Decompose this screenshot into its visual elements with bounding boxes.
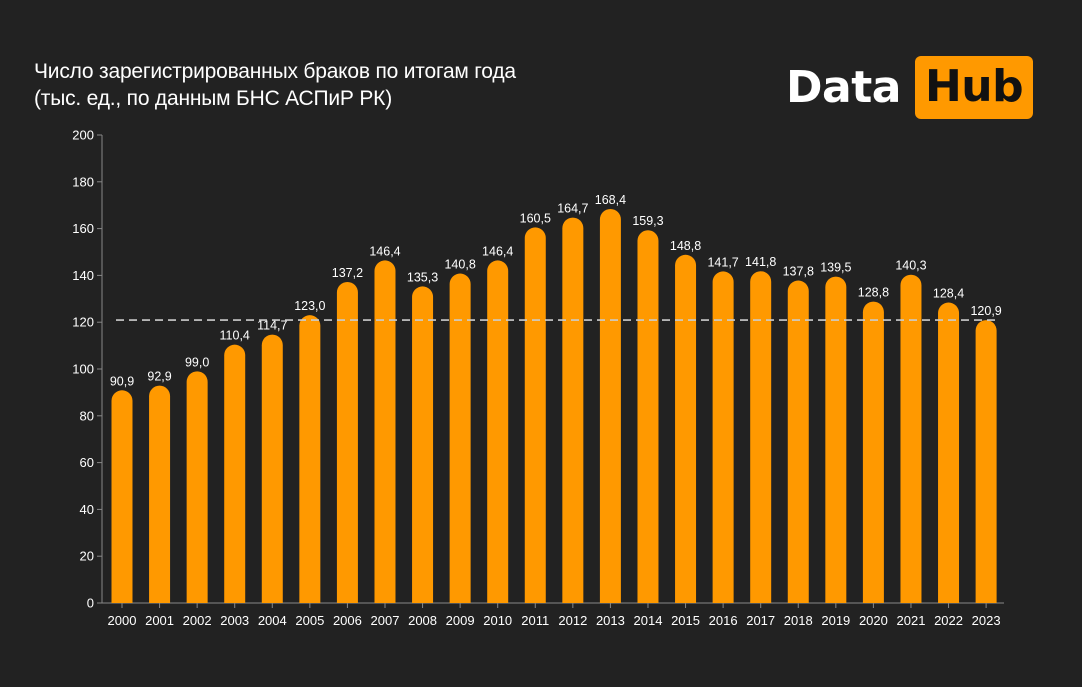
x-tick-label-2016: 2016	[709, 613, 738, 628]
bar-2014	[637, 230, 659, 603]
logo-text-hub: Hub	[914, 55, 1034, 119]
y-tick-label: 60	[80, 455, 94, 470]
chart-title-line2: (тыс. ед., по данным БНС АСПиР РК)	[34, 87, 392, 110]
data-label-2008: 135,3	[407, 270, 438, 284]
data-label-2015: 148,8	[670, 239, 701, 253]
bar-2010	[487, 260, 509, 603]
bar-2012	[562, 217, 584, 604]
x-tick-label-2021: 2021	[897, 613, 926, 628]
bar-2006	[336, 281, 358, 603]
bar-2003	[224, 344, 246, 603]
x-tick-label-2020: 2020	[859, 613, 888, 628]
bar-2016	[712, 271, 734, 603]
y-tick-label: 140	[72, 268, 94, 283]
bar-2004	[261, 334, 283, 603]
x-tick-label-2015: 2015	[671, 613, 700, 628]
x-tick-label-2009: 2009	[446, 613, 475, 628]
bar-2002	[186, 371, 208, 603]
data-label-2021: 140,3	[895, 259, 926, 273]
data-label-2004: 114,7	[257, 319, 287, 333]
data-label-2016: 141,7	[707, 255, 738, 269]
bar-2019	[825, 276, 847, 603]
y-tick-label: 120	[72, 315, 94, 330]
y-tick-label: 100	[72, 362, 94, 377]
y-tick-label: 0	[87, 596, 94, 611]
data-label-2018: 137,8	[783, 265, 814, 279]
bar-2000	[111, 390, 133, 603]
chart-title: Число зарегистрированных браков по итога…	[34, 58, 516, 112]
data-label-2017: 141,8	[745, 255, 776, 269]
y-tick-label: 160	[72, 221, 94, 236]
y-tick-label: 180	[72, 174, 94, 189]
x-tick-label-2006: 2006	[333, 613, 362, 628]
data-label-2003: 110,4	[220, 329, 250, 343]
x-tick-label-2014: 2014	[634, 613, 663, 628]
x-tick-label-2019: 2019	[821, 613, 850, 628]
bar-2011	[524, 227, 546, 603]
x-tick-label-2011: 2011	[521, 613, 549, 628]
data-label-2023: 120,9	[970, 304, 1001, 318]
data-label-2005: 123,0	[294, 299, 325, 313]
bar-2013	[599, 208, 621, 603]
data-label-2002: 99,0	[185, 355, 209, 369]
logo-text-data: Data	[786, 61, 901, 113]
y-tick-label: 80	[80, 408, 94, 423]
y-tick-label: 20	[80, 549, 94, 564]
x-tick-label-2002: 2002	[183, 613, 212, 628]
x-tick-label-2018: 2018	[784, 613, 813, 628]
bar-2022	[938, 302, 960, 603]
x-tick-label-2010: 2010	[483, 613, 512, 628]
bar-2018	[787, 280, 809, 603]
data-label-2010: 146,4	[482, 244, 513, 258]
data-label-2020: 128,8	[858, 286, 889, 300]
data-label-2012: 164,7	[557, 202, 588, 216]
x-tick-label-2017: 2017	[746, 613, 775, 628]
x-tick-label-2004: 2004	[258, 613, 287, 628]
bar-2008	[412, 286, 434, 603]
x-tick-label-2003: 2003	[220, 613, 249, 628]
bar-2007	[374, 260, 396, 603]
x-tick-label-2007: 2007	[371, 613, 400, 628]
data-label-2014: 159,3	[632, 214, 663, 228]
x-tick-label-2013: 2013	[596, 613, 625, 628]
data-label-2022: 128,4	[933, 287, 964, 301]
x-tick-label-2005: 2005	[295, 613, 324, 628]
bar-2009	[449, 273, 471, 603]
bar-2015	[675, 254, 697, 603]
x-tick-label-2023: 2023	[972, 613, 1001, 628]
x-tick-label-2008: 2008	[408, 613, 437, 628]
x-tick-label-2001: 2001	[145, 613, 174, 628]
y-tick-label: 200	[72, 128, 94, 143]
data-label-2006: 137,2	[332, 266, 363, 280]
bar-2017	[750, 271, 772, 603]
datahub-logo: Data Hub	[786, 54, 1034, 120]
data-label-2000: 90,9	[110, 374, 134, 388]
bar-2023	[975, 320, 997, 603]
data-label-2001: 92,9	[147, 370, 171, 384]
x-tick-label-2022: 2022	[934, 613, 963, 628]
data-label-2019: 139,5	[820, 261, 851, 275]
data-label-2011: 160,5	[520, 211, 551, 225]
bar-2005	[299, 315, 321, 603]
bar-2021	[900, 274, 922, 603]
data-label-2009: 140,8	[444, 258, 475, 272]
data-label-2013: 168,4	[595, 193, 626, 207]
data-label-2007: 146,4	[369, 244, 400, 258]
x-tick-label-2012: 2012	[558, 613, 587, 628]
bar-2001	[149, 385, 171, 603]
bar-2020	[862, 301, 884, 603]
x-tick-label-2000: 2000	[108, 613, 137, 628]
chart-title-line1: Число зарегистрированных браков по итога…	[34, 60, 516, 83]
y-tick-label: 40	[80, 502, 94, 517]
